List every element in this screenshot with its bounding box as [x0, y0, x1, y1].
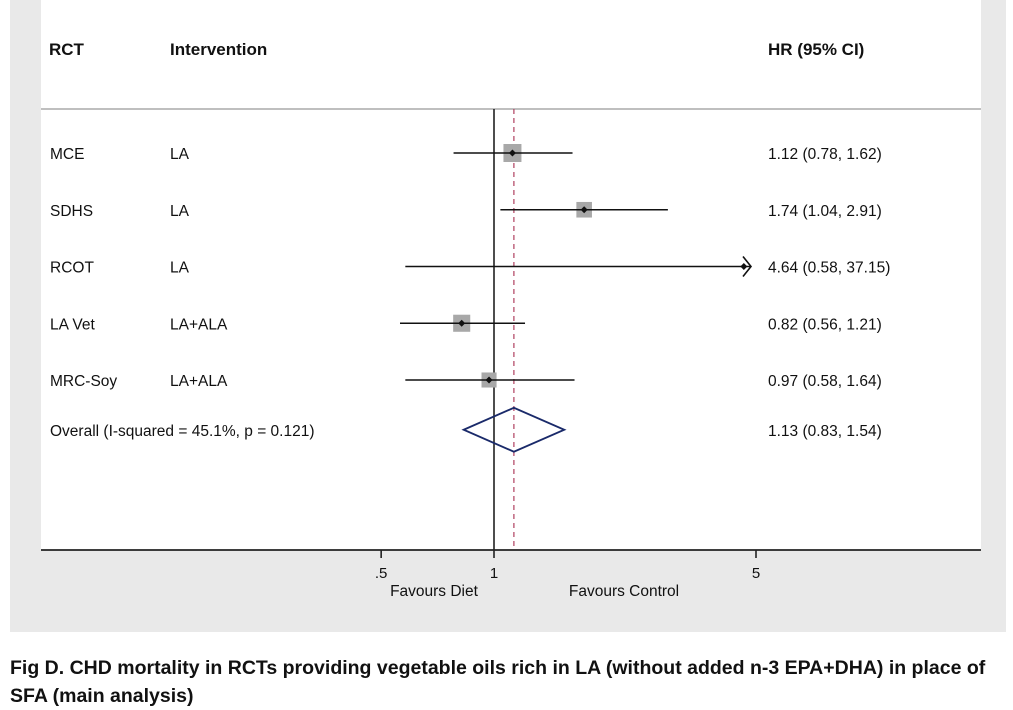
x-tick-5-label: 5	[752, 565, 760, 582]
overall-label: Overall (I-squared = 45.1%, p = 0.121)	[50, 423, 315, 440]
study-sdhs-name: SDHS	[50, 203, 93, 220]
study-sdhs-estimate-text: 1.74 (1.04, 2.91)	[768, 203, 882, 220]
plot-area	[41, 0, 981, 550]
x-tick-p5-label: .5	[375, 565, 388, 582]
overall-estimate-text: 1.13 (0.83, 1.54)	[768, 423, 882, 440]
header-intervention: Intervention	[170, 40, 267, 59]
study-la-vet-point-estimate	[458, 319, 466, 327]
favours-control-label: Favours Control	[569, 583, 679, 600]
study-mrc-soy-intervention: LA+ALA	[170, 373, 228, 390]
study-la-vet-intervention: LA+ALA	[170, 316, 228, 333]
study-mrc-soy-name: MRC-Soy	[50, 373, 117, 390]
study-mrc-soy-estimate-text: 0.97 (0.58, 1.64)	[768, 373, 882, 390]
figure-caption: Fig D. CHD mortality in RCTs providing v…	[10, 657, 986, 707]
study-rcot-ci-arrow	[742, 256, 753, 277]
study-mrc-soy-point-estimate	[485, 376, 493, 384]
x-axis-ticks: .5 1 5	[375, 550, 760, 582]
study-mce-name: MCE	[50, 146, 84, 163]
study-mce-estimate-text: 1.12 (0.78, 1.62)	[768, 146, 882, 163]
favours-diet-label: Favours Diet	[390, 583, 479, 600]
overall-diamond	[461, 406, 567, 453]
study-rcot-estimate-text: 4.64 (0.58, 37.15)	[768, 260, 890, 277]
study-rcot-intervention: LA	[170, 260, 190, 277]
study-sdhs-point-estimate	[580, 206, 588, 214]
study-la-vet-name: LA Vet	[50, 316, 96, 333]
study-rcot-name: RCOT	[50, 260, 94, 277]
x-tick-1-label: 1	[490, 565, 498, 582]
study-la-vet-estimate-text: 0.82 (0.56, 1.21)	[768, 316, 882, 333]
study-sdhs-intervention: LA	[170, 203, 190, 220]
study-rows: MCE LA 1.12 (0.78, 1.62) SDHS LA 1.74 (1.04, …	[50, 109, 890, 550]
study-rcot-point-estimate	[740, 263, 748, 270]
forest-plot: RCT Intervention HR (95% CI) MCE LA 1.12 (…	[41, 0, 981, 600]
header-estimate: HR (95% CI)	[768, 40, 864, 59]
study-mce-point-estimate	[508, 149, 516, 157]
study-mce-intervention: LA	[170, 146, 190, 163]
header-rct: RCT	[49, 40, 85, 59]
